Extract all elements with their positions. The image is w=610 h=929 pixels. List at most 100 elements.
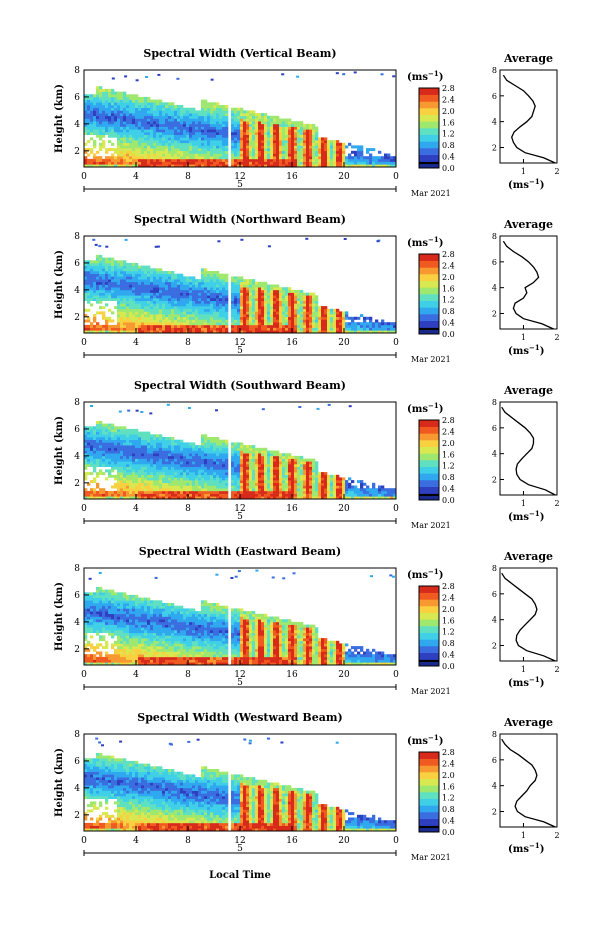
heatmap-cell — [270, 314, 274, 318]
heatmap-cell — [273, 319, 277, 323]
heatmap-cell — [87, 490, 91, 494]
heatmap-cell — [336, 148, 340, 152]
heatmap-cell — [135, 115, 139, 119]
heatmap-cell — [129, 142, 133, 146]
heatmap-cell — [111, 474, 115, 478]
heatmap-cell — [111, 434, 115, 438]
heatmap-cell — [153, 303, 157, 307]
heatmap-cell — [153, 464, 157, 467]
heatmap-cell — [294, 322, 298, 326]
heatmap-cell — [120, 260, 124, 264]
heatmap-cell — [150, 118, 154, 122]
heatmap-cell — [147, 129, 151, 133]
heatmap-cell — [114, 281, 118, 285]
heatmap-cell — [306, 142, 310, 146]
heatmap-cell — [174, 156, 178, 160]
heatmap-cell — [162, 105, 166, 108]
heatmap-cell — [108, 330, 112, 334]
heatmap-cell — [87, 164, 91, 168]
heatmap-cell — [201, 306, 205, 310]
heatmap-cell — [267, 158, 271, 162]
heatmap-cell — [186, 455, 190, 459]
heatmap-cell — [213, 156, 217, 160]
heatmap-cell — [192, 279, 196, 283]
heatmap-cell — [165, 150, 169, 154]
heatmap-cell — [186, 472, 190, 476]
heatmap-cell — [300, 311, 304, 315]
heatmap-cell — [183, 464, 187, 467]
heatmap-cell — [162, 289, 166, 293]
heatmap-cell — [138, 431, 142, 435]
colorbar-tick-label: 2.4 — [442, 261, 455, 270]
heatmap-cell — [126, 105, 130, 108]
heatmap-cell — [342, 142, 346, 146]
heatmap-cell — [165, 105, 169, 108]
heatmap-cell — [237, 303, 241, 307]
heatmap-cell — [252, 322, 256, 326]
date-label: Mar 2021 — [411, 189, 451, 198]
heatmap-cell — [276, 148, 280, 152]
heatmap-cell — [111, 121, 115, 125]
heatmap-cell — [246, 314, 250, 318]
heatmap-cell — [339, 161, 343, 165]
heatmap-cell — [333, 316, 337, 320]
heatmap-cell — [225, 276, 229, 280]
heatmap-cell — [213, 137, 217, 141]
heatmap-cell — [270, 322, 274, 326]
heatmap-cell — [108, 426, 112, 430]
heatmap-cell — [90, 273, 94, 277]
heatmap-cell — [126, 271, 130, 274]
heatmap-cell — [276, 145, 280, 149]
heatmap-cell — [87, 281, 91, 285]
heatmap-cell — [135, 303, 139, 307]
heatmap-cell — [237, 292, 241, 296]
heatmap-cell — [135, 150, 139, 154]
heatmap-cell — [177, 447, 181, 451]
heatmap-cell — [243, 134, 247, 138]
heatmap-cell — [222, 469, 226, 473]
heatmap-cell — [234, 145, 238, 149]
heatmap-cell — [159, 289, 163, 293]
heatmap-cell — [258, 145, 262, 149]
heatmap-cell — [192, 148, 196, 152]
heatmap-cell — [159, 134, 163, 138]
heatmap-cell — [288, 118, 292, 122]
heatmap-cell — [213, 148, 217, 152]
heatmap-cell — [276, 295, 280, 299]
heatmap-cell — [204, 137, 208, 141]
heatmap-cell — [285, 289, 289, 293]
heatmap-cell — [180, 447, 184, 451]
heatmap-cell — [141, 148, 145, 152]
heatmap-cell — [96, 300, 100, 304]
heatmap-cell — [342, 322, 346, 326]
heatmap-cell — [249, 132, 253, 135]
heatmap-cell — [219, 279, 223, 283]
heatmap-cell — [186, 281, 190, 285]
heatmap-cell — [93, 121, 97, 125]
heatmap-cell — [192, 455, 196, 459]
heatmap-cell — [105, 437, 109, 440]
heatmap-cell — [183, 142, 187, 146]
heatmap-cell — [99, 91, 103, 95]
heatmap-cell — [198, 455, 202, 459]
heatmap-cell — [93, 113, 97, 117]
heatmap-cell — [138, 161, 142, 165]
heatmap-cell — [255, 319, 259, 323]
heatmap-cell — [249, 137, 253, 141]
heatmap-cell — [264, 281, 268, 285]
heatmap-cell — [321, 164, 325, 168]
heatmap-cell — [204, 153, 208, 157]
heatmap-cell — [114, 493, 118, 497]
heatmap-cell — [189, 485, 193, 489]
heatmap-cell — [369, 324, 373, 328]
heatmap-cell — [123, 469, 127, 473]
heatmap-cell — [192, 140, 196, 144]
heatmap-cell — [207, 324, 211, 328]
heatmap-cell — [261, 303, 265, 307]
heatmap-cell — [189, 156, 193, 160]
heatmap-cell — [282, 306, 286, 310]
heatmap-cell — [120, 113, 124, 117]
heatmap-cell — [141, 464, 145, 467]
heatmap-cell — [105, 257, 109, 261]
